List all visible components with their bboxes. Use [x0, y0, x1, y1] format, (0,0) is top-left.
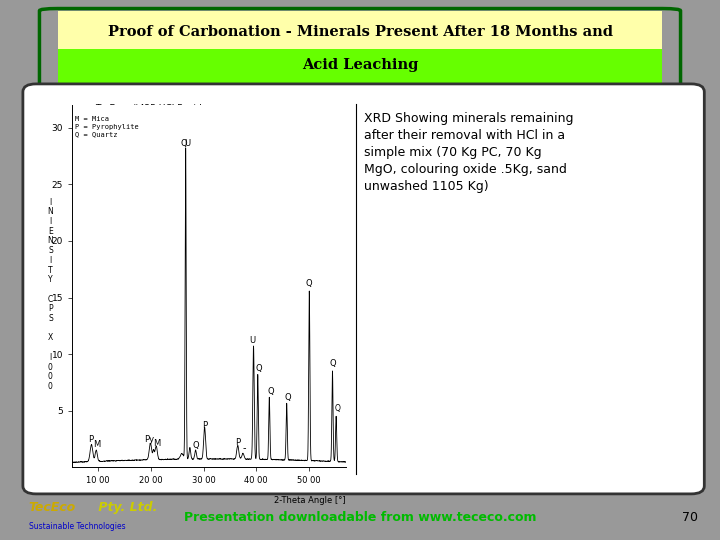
Text: Q: Q — [181, 139, 187, 148]
Text: 70: 70 — [683, 511, 698, 524]
Text: Q: Q — [192, 441, 199, 450]
Text: TecEco  #425 HCl Residue: TecEco #425 HCl Residue — [95, 104, 213, 113]
Text: Proof of Carbonation - Minerals Present After 18 Months and: Proof of Carbonation - Minerals Present … — [107, 25, 613, 39]
Text: -: - — [243, 443, 246, 454]
Text: M = Mica
P = Pyrophylite
Q = Quartz: M = Mica P = Pyrophylite Q = Quartz — [75, 116, 138, 137]
Text: Presentation downloadable from www.tececo.com: Presentation downloadable from www.tecec… — [184, 511, 536, 524]
Text: M: M — [153, 439, 161, 448]
Text: Pty. Ltd.: Pty. Ltd. — [94, 501, 157, 514]
Text: P: P — [202, 421, 207, 430]
Text: P: P — [235, 438, 240, 447]
Text: Q: Q — [256, 364, 262, 373]
Text: U: U — [185, 139, 191, 148]
Text: XRD Showing minerals remaining
after their removal with HCl in a
simple mix (70 : XRD Showing minerals remaining after the… — [364, 112, 573, 193]
Text: 2-Theta Angle [°]: 2-Theta Angle [°] — [274, 496, 346, 505]
Text: I
N
I
E
N
S
I
T
Y
 
C
P
S
 
X
 
I
0
0
0: I N I E N S I T Y C P S X I 0 0 0 — [48, 198, 53, 391]
Text: Acid Leaching: Acid Leaching — [302, 58, 418, 72]
Bar — [58, 11, 662, 49]
Text: Q: Q — [284, 393, 291, 402]
FancyBboxPatch shape — [23, 84, 704, 494]
Text: P: P — [88, 435, 93, 444]
Text: Py: Py — [144, 435, 154, 444]
Text: Q: Q — [306, 280, 312, 288]
Text: TecEco: TecEco — [29, 501, 76, 514]
Text: M: M — [93, 440, 100, 449]
Bar — [58, 49, 662, 86]
Text: Q: Q — [329, 359, 336, 368]
Text: Q: Q — [335, 404, 341, 413]
Text: Sustainable Technologies: Sustainable Technologies — [29, 522, 125, 531]
Text: U: U — [249, 336, 256, 345]
Text: Q: Q — [267, 387, 274, 396]
